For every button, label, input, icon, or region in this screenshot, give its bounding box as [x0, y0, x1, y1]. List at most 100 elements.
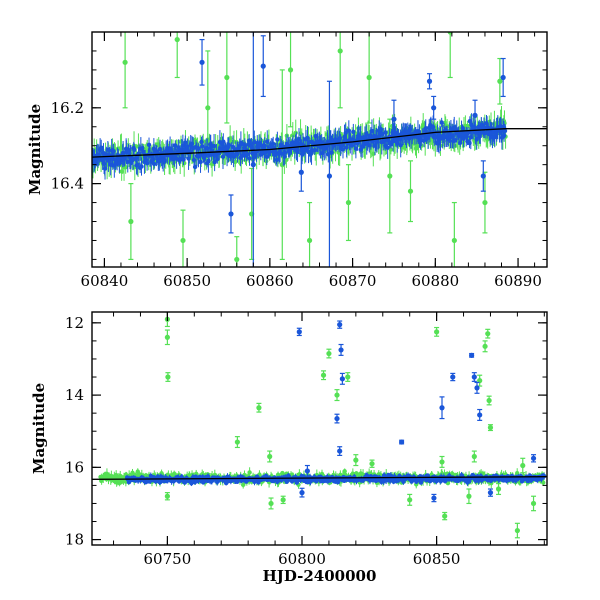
outlier-point	[426, 78, 433, 84]
data-point	[274, 157, 280, 162]
bottom-panel-marks	[92, 312, 547, 539]
outlier-point	[234, 439, 240, 445]
outlier-point	[280, 497, 286, 503]
top-panel: 60840 60850 60860 60870 60880 60890 16.2 16.4 M…	[26, 31, 548, 290]
outlier-point	[205, 105, 211, 111]
outlier-point	[256, 405, 262, 411]
outlier-point	[298, 169, 304, 175]
outlier-point	[250, 162, 256, 168]
data-point	[275, 137, 280, 142]
outlier-point	[530, 455, 537, 461]
y-tick-label: 16.2	[51, 99, 84, 117]
data-point	[211, 143, 217, 149]
data-point	[452, 137, 458, 143]
data-point	[135, 162, 140, 167]
data-point	[466, 130, 472, 135]
outlier-point	[296, 329, 302, 335]
data-point	[199, 139, 204, 145]
outlier-point	[450, 374, 456, 380]
data-point	[270, 141, 276, 147]
data-point	[186, 156, 191, 161]
data-point	[101, 161, 107, 167]
outlier-point	[466, 493, 472, 499]
data-point	[293, 130, 298, 135]
outlier-point	[128, 218, 134, 225]
data-point	[212, 159, 217, 165]
data-point	[265, 139, 270, 144]
outlier-point	[174, 36, 180, 43]
outlier-point	[482, 343, 488, 349]
outlier-point	[407, 497, 413, 503]
outlier-point	[353, 457, 359, 463]
outlier-point	[439, 459, 445, 465]
data-point	[144, 160, 150, 166]
data-point	[262, 143, 267, 148]
top-panel-axes: 60840 60850 60860 60870 60880 60890 16.2 16.4	[51, 31, 548, 290]
data-point	[482, 130, 488, 136]
outlier-point	[345, 374, 351, 380]
data-point	[383, 130, 388, 135]
outlier-point	[500, 74, 506, 81]
outlier-point	[165, 374, 171, 380]
data-point	[221, 139, 226, 144]
data-point	[501, 133, 507, 138]
data-point	[205, 145, 210, 151]
outlier-point	[337, 48, 343, 54]
outlier-point	[164, 493, 170, 499]
data-point	[423, 126, 428, 131]
outlier-point	[487, 424, 494, 431]
data-point	[342, 469, 347, 474]
outlier-point	[431, 105, 437, 111]
outlier-point	[337, 448, 343, 454]
outlier-point	[451, 237, 457, 244]
outlier-point	[486, 397, 492, 404]
data-point	[173, 143, 178, 148]
outlier-point	[480, 173, 486, 179]
data-point	[226, 142, 232, 148]
series-1-points	[92, 32, 508, 267]
x-tick-label: 60840	[81, 272, 129, 290]
outlier-point	[469, 352, 475, 358]
outlier-point	[345, 199, 352, 206]
outlier-point	[338, 347, 344, 353]
outlier-point	[224, 74, 230, 81]
data-point	[344, 145, 349, 150]
outlier-point	[339, 376, 345, 382]
outlier-point	[320, 372, 327, 378]
trend-line	[92, 128, 547, 158]
data-point	[113, 472, 119, 478]
outlier-point	[267, 453, 273, 460]
data-point	[398, 143, 403, 148]
data-point	[180, 143, 186, 148]
outlier-point	[471, 374, 477, 380]
data-point	[439, 120, 444, 125]
data-point	[430, 124, 436, 130]
trend-line	[92, 476, 547, 480]
outlier-point	[487, 490, 494, 496]
outlier-point	[439, 405, 445, 411]
top-panel-marks	[92, 32, 547, 267]
outlier-point	[326, 350, 332, 357]
outlier-point	[234, 256, 240, 263]
data-point	[282, 154, 287, 159]
data-point	[460, 125, 465, 131]
data-point	[203, 152, 208, 158]
data-point	[192, 164, 198, 170]
data-point	[247, 470, 252, 475]
x-tick-label: 60870	[329, 272, 377, 290]
data-point	[245, 151, 250, 157]
outlier-point	[279, 162, 285, 168]
data-point	[337, 135, 343, 141]
outlier-point	[497, 78, 503, 84]
data-point	[191, 157, 197, 163]
outlier-point	[514, 527, 520, 534]
data-point	[371, 151, 376, 157]
data-point	[240, 482, 246, 488]
outlier-point	[334, 415, 340, 422]
outlier-point	[474, 385, 480, 391]
data-point	[139, 164, 144, 169]
outlier-point	[387, 173, 393, 179]
